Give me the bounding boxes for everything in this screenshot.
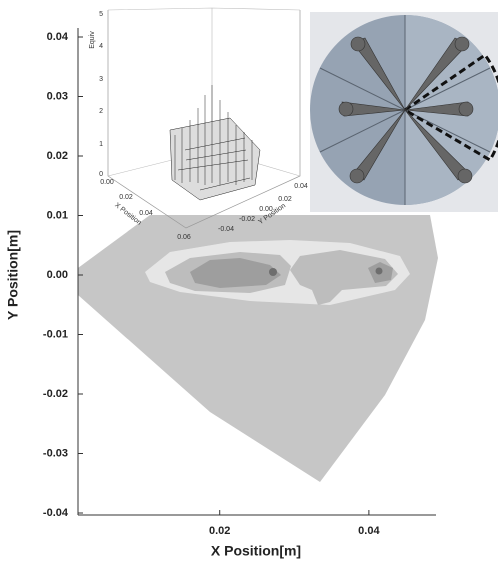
contour-mid [290, 250, 398, 305]
spray-head [338, 101, 354, 117]
spray-head [457, 168, 473, 184]
inset-bars [169, 85, 261, 201]
inset-z-tick: 0 [99, 171, 103, 178]
y-tick-label: 0.00 [47, 269, 68, 281]
axes [77, 28, 436, 516]
inset-z-tick: 2 [99, 108, 103, 115]
contour-peak [375, 267, 383, 275]
inset-bar-cluster [169, 117, 261, 201]
y-tick-label: -0.04 [43, 507, 69, 519]
y-tick-label: 0.02 [47, 150, 68, 162]
inset-y-tick: -0.02 [239, 216, 255, 223]
diagram-sprays [338, 36, 474, 184]
inset-x-tick: 0.04 [139, 210, 153, 217]
inset-y-tick: -0.04 [218, 226, 234, 233]
inset-y-tick: 0.04 [294, 183, 308, 190]
diagram-sector [402, 52, 498, 163]
inset-y-tick: 0.02 [278, 196, 292, 203]
spray-head [458, 101, 474, 117]
inset-z-tick: 4 [99, 43, 103, 50]
spoke [319, 67, 406, 111]
y-tick-label: 0.01 [47, 209, 68, 221]
spray-head [350, 36, 366, 52]
y-tick-label: -0.01 [43, 328, 68, 340]
x-axis-label: X Position[m] [211, 543, 301, 559]
x-tick-label: 0.04 [358, 525, 380, 537]
inset-z-tick: 1 [99, 141, 103, 148]
y-tick-label: 0.03 [47, 90, 68, 102]
spray-head [454, 36, 470, 52]
y-tick-label: 0.04 [47, 31, 69, 43]
x-tick-label: 0.02 [209, 525, 230, 537]
spray-head [349, 168, 365, 184]
inset-x-tick: 0.00 [100, 179, 114, 186]
spoke [404, 67, 491, 111]
inset-z-tick: 3 [99, 76, 103, 83]
inset-x-tick: 0.06 [177, 234, 191, 241]
y-axis-label: Y Position[m] [5, 230, 21, 320]
spoke [319, 109, 406, 153]
inset-z-label: Equiv [89, 31, 96, 49]
inset-y-tick: 0.00 [259, 206, 273, 213]
inset-frame [107, 10, 301, 229]
y-tick-label: -0.03 [43, 447, 68, 459]
inset-bar-cluster [174, 85, 253, 191]
inset-diagram [310, 12, 498, 212]
contour-peak [269, 268, 277, 276]
contour-dark [190, 258, 281, 288]
y-tick-label: -0.02 [43, 388, 68, 400]
inset-z-tick: 5 [99, 11, 103, 18]
inset-3d: Equiv 5 4 3 2 1 0 0.00 0.02 0.04 0.06 X … [86, 4, 308, 241]
inset-x-tick: 0.02 [119, 194, 133, 201]
